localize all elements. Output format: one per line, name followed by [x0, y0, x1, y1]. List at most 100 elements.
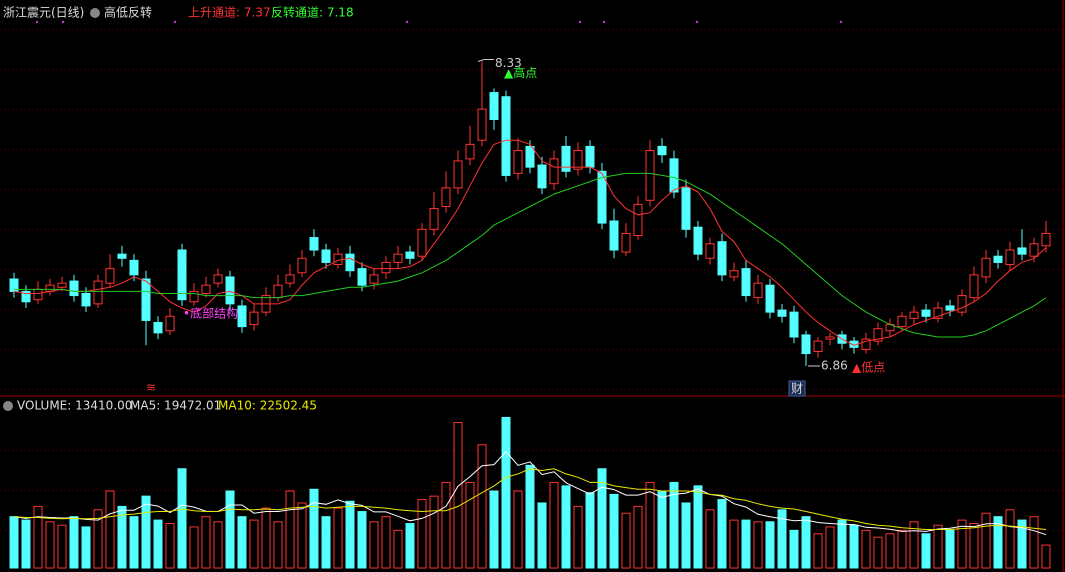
volume-bar	[609, 493, 619, 569]
volume-bar	[945, 529, 955, 569]
menu-icon[interactable]	[3, 401, 13, 411]
candle-body	[33, 288, 43, 301]
candle-body	[873, 328, 883, 342]
candle-body	[297, 257, 307, 274]
volume-bar	[357, 511, 367, 569]
candle-body	[981, 257, 991, 278]
candle-body	[669, 158, 679, 193]
volume-bar	[453, 422, 463, 569]
high-pointer	[477, 59, 494, 62]
candle-body	[633, 203, 643, 237]
volume-average	[13, 450, 1047, 536]
candle-body	[513, 150, 523, 174]
volume-bar	[705, 509, 715, 569]
candle-body	[381, 261, 391, 274]
candle-body	[309, 237, 319, 251]
candle-body	[321, 249, 331, 263]
volume-bar	[33, 505, 43, 569]
candle-body	[189, 290, 199, 303]
volume-bar	[837, 519, 847, 569]
volume-bar	[849, 524, 859, 569]
volume-bar	[441, 481, 451, 569]
candle-body	[357, 268, 367, 286]
candle-body	[1005, 249, 1015, 265]
candle-body	[813, 340, 823, 352]
candle-body	[129, 259, 139, 276]
candle-body	[573, 150, 583, 170]
candle-body	[705, 243, 715, 259]
candle-body	[897, 315, 907, 328]
candle-body	[477, 108, 487, 141]
volume-bar	[981, 512, 991, 569]
volume-bar	[729, 519, 739, 569]
volume-bar	[585, 492, 595, 569]
volume-bar	[861, 529, 871, 569]
candle-body	[453, 160, 463, 189]
volume-bar	[489, 490, 499, 569]
volume-bar	[393, 529, 403, 569]
candle-body	[741, 268, 751, 297]
volume-bar	[201, 516, 211, 569]
candle-body	[657, 145, 667, 156]
volume-bar	[93, 509, 103, 569]
candle-body	[957, 295, 967, 313]
volume-bar	[1005, 509, 1015, 569]
candle-body	[465, 143, 475, 160]
pattern-label: •底部结构	[183, 306, 238, 321]
volume-bar	[741, 519, 751, 569]
candle-body	[801, 334, 811, 355]
volume-bar	[129, 516, 139, 569]
volume-bar	[621, 512, 631, 569]
volume-bar	[345, 500, 355, 569]
candle-body	[201, 284, 211, 295]
volume-bar	[501, 416, 511, 569]
candle-body	[933, 307, 943, 319]
volume-bar	[753, 521, 763, 569]
volume-bar	[633, 505, 643, 569]
volume-bar	[117, 505, 127, 569]
volume-bar	[57, 524, 67, 569]
volume-bar	[525, 464, 535, 569]
volume-legend: MA5: 19472.01	[130, 399, 221, 413]
volume-bar	[309, 488, 319, 569]
volume-bar	[789, 529, 799, 569]
candle-body	[489, 92, 499, 120]
volume-bar	[417, 499, 427, 569]
volume-bar	[765, 521, 775, 569]
volume-bar	[681, 502, 691, 569]
candle-body	[525, 145, 535, 168]
volume-bar	[669, 481, 679, 569]
volume-bar	[213, 521, 223, 569]
candle-body	[333, 253, 343, 265]
candle-body	[165, 315, 175, 332]
volume-bar	[813, 533, 823, 569]
volume-bar	[69, 516, 79, 569]
candle-body	[117, 253, 127, 259]
volume-bar	[897, 529, 907, 569]
candle-body	[597, 170, 607, 224]
finance-label: 财	[791, 382, 803, 396]
volume-bar	[777, 509, 787, 569]
volume-bar	[9, 516, 19, 569]
volume-average	[13, 468, 1047, 530]
candle-body	[1017, 247, 1027, 255]
candle-body	[213, 274, 223, 284]
indicator-name: 高低反转	[104, 5, 152, 20]
candle-body	[921, 309, 931, 317]
candle-body	[225, 276, 235, 305]
candle-body	[993, 255, 1003, 263]
candle-body	[969, 274, 979, 299]
candle-body	[861, 338, 871, 350]
volume-bar	[297, 502, 307, 569]
candle-body	[909, 311, 919, 319]
volume-bar	[285, 490, 295, 569]
candle-body	[81, 293, 91, 307]
volume-bar	[141, 495, 151, 569]
volume-legend: MA10: 22502.45	[218, 399, 317, 413]
candle-body	[153, 322, 163, 334]
volume-bar	[369, 521, 379, 569]
candle-body	[249, 311, 259, 326]
menu-icon[interactable]	[90, 8, 100, 18]
volume-bar	[153, 519, 163, 569]
indicator-value: 反转通道: 7.18	[271, 5, 354, 20]
